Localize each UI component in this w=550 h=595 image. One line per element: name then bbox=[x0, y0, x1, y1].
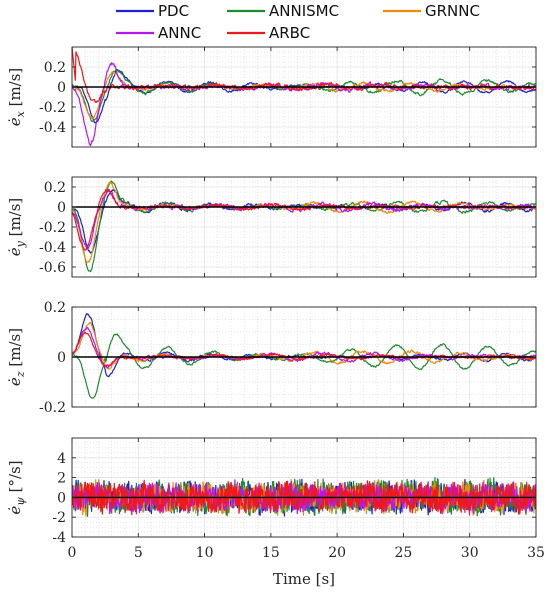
y-tick-label: 4 bbox=[57, 451, 66, 467]
y-axis-label: ėψ [°/s] bbox=[6, 460, 27, 514]
series-group bbox=[72, 477, 536, 517]
x-tick-label: 35 bbox=[527, 545, 545, 561]
legend-entry-annismc: ANNISMC bbox=[227, 2, 339, 20]
legend-label-annc: ANNC bbox=[158, 24, 201, 42]
subplot-4: -4 -2 0 2 4 0 5 10 15 20 25 30 35 ėψ [°/s] bbox=[6, 437, 545, 561]
legend-label-arbc: ARBC bbox=[269, 24, 310, 42]
x-tick-label: 10 bbox=[196, 545, 214, 561]
series-line-annc bbox=[72, 326, 536, 369]
y-axis-label: ėz [m/s] bbox=[6, 328, 27, 386]
series-group bbox=[72, 313, 536, 399]
y-tick-label: 2 bbox=[57, 471, 66, 487]
axes-frame bbox=[71, 437, 537, 538]
subplot-3: -0.2 0 0.2 ėz [m/s] bbox=[6, 300, 537, 416]
y-tick-label: -0.4 bbox=[39, 240, 66, 256]
x-tick-label: 30 bbox=[461, 545, 479, 561]
x-tick-label: 15 bbox=[262, 545, 280, 561]
x-axis-label: Time [s] bbox=[273, 570, 335, 588]
y-tick-label: -4 bbox=[52, 530, 66, 546]
series-line-grnnc bbox=[72, 181, 536, 264]
y-tick-label: 0.2 bbox=[44, 300, 66, 316]
y-tick-label: -2 bbox=[52, 510, 66, 526]
y-tick-label: -0.2 bbox=[39, 220, 66, 236]
axes-frame bbox=[71, 46, 537, 148]
y-tick-label: -0.2 bbox=[39, 100, 66, 116]
grid bbox=[71, 46, 537, 148]
y-tick-label: -0.4 bbox=[39, 120, 66, 136]
x-tick-label: 5 bbox=[134, 545, 143, 561]
series-line-grnnc bbox=[72, 322, 536, 370]
legend-entry-arbc: ARBC bbox=[227, 24, 310, 42]
series-line-annc bbox=[72, 188, 536, 250]
y-tick-label: 0 bbox=[57, 200, 66, 216]
x-tick-label: 20 bbox=[328, 545, 346, 561]
legend-entry-pdc: PDC bbox=[116, 2, 189, 20]
series-line-pdc bbox=[72, 189, 536, 254]
y-axis-label: ėx [m/s] bbox=[6, 68, 27, 127]
series-line-pdc bbox=[72, 313, 536, 378]
series-group bbox=[72, 180, 536, 273]
series-line-annc bbox=[72, 479, 536, 516]
series-line-grnnc bbox=[72, 71, 536, 119]
y-tick-label: -0.2 bbox=[39, 400, 66, 416]
legend-entry-grnnc: GRNNC bbox=[383, 2, 480, 20]
legend-label-annismc: ANNISMC bbox=[269, 2, 339, 20]
y-tick-label: 0.2 bbox=[44, 60, 66, 76]
y-tick-label: 0.2 bbox=[44, 180, 66, 196]
series-line-pdc bbox=[72, 69, 536, 124]
legend-entry-annc: ANNC bbox=[116, 24, 201, 42]
series-line-annismc bbox=[72, 180, 536, 273]
series-line-arbc bbox=[72, 189, 536, 251]
series-line-arbc bbox=[72, 47, 536, 103]
subplot-stack: -0.4 -0.2 0 0.2 ėx [m/s] -0.6 -0.4 -0.2 0 0.2 ėy [… bbox=[6, 46, 545, 561]
legend-label-pdc: PDC bbox=[158, 2, 189, 20]
y-tick-label: 0 bbox=[57, 350, 66, 366]
series-line-annc bbox=[72, 62, 536, 147]
y-tick-label: 0 bbox=[57, 80, 66, 96]
legend: PDC ANNISMC GRNNC ANNC ARBC bbox=[116, 2, 480, 42]
grid bbox=[71, 176, 537, 278]
legend-label-grnnc: GRNNC bbox=[425, 2, 480, 20]
y-tick-label: -0.6 bbox=[39, 260, 66, 276]
subplot-1: -0.4 -0.2 0 0.2 ėx [m/s] bbox=[6, 46, 537, 148]
x-tick-label: 25 bbox=[395, 545, 413, 561]
x-tick-label: 0 bbox=[68, 545, 77, 561]
y-tick-label: 0 bbox=[57, 490, 66, 506]
subplot-2: -0.6 -0.4 -0.2 0 0.2 ėy [m/s] bbox=[6, 176, 537, 278]
series-line-annismc bbox=[72, 333, 536, 399]
y-axis-label: ėy [m/s] bbox=[6, 198, 27, 257]
